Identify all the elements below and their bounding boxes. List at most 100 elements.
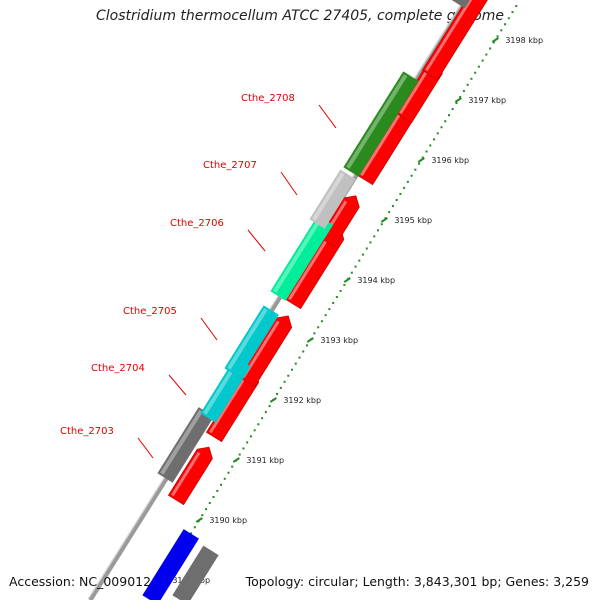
ruler-dot xyxy=(257,423,260,426)
ruler-dot xyxy=(470,77,473,80)
ruler-dot xyxy=(238,453,241,456)
ruler-dot xyxy=(414,168,417,171)
gene-block-shine xyxy=(203,359,240,415)
gene-label: Cthe_2703 xyxy=(60,426,114,437)
tick-label: 3192 kbp xyxy=(283,396,321,405)
ruler-dot xyxy=(268,405,271,408)
ruler-dot xyxy=(403,186,406,189)
gene-label: Cthe_2708 xyxy=(241,93,295,104)
ruler-dot xyxy=(477,65,480,68)
ruler-dot xyxy=(261,417,264,420)
gene-label: Cthe_2704 xyxy=(91,363,145,374)
ruler-dot xyxy=(253,429,256,432)
unlabeled-gene xyxy=(142,529,199,600)
ruler-dot xyxy=(264,411,267,414)
ruler-dot xyxy=(320,320,323,323)
ruler-dot xyxy=(324,314,327,317)
cds-arrow-shape xyxy=(318,195,360,248)
ruler-dot xyxy=(388,211,391,214)
gene-block-shine xyxy=(160,409,203,475)
tick-mark xyxy=(417,157,425,163)
ruler-dot xyxy=(507,17,510,20)
cds-arrow xyxy=(421,0,498,81)
cds-arrow-shine xyxy=(399,66,431,115)
ruler-dot xyxy=(447,114,450,117)
ruler-dot xyxy=(208,502,211,505)
ruler-dot xyxy=(332,302,335,305)
ruler-dot xyxy=(212,495,215,498)
ruler-dot xyxy=(481,59,484,62)
cds-arrow-shine xyxy=(425,0,486,72)
tick-label: 3193 kbp xyxy=(320,336,358,345)
ruler-dot xyxy=(373,235,376,238)
ruler-dot xyxy=(391,205,394,208)
ruler-dot xyxy=(339,289,342,292)
ruler-dot xyxy=(193,526,196,529)
ruler-dot xyxy=(492,41,495,44)
ruler-dot xyxy=(451,108,454,111)
cds-arrow-shine xyxy=(288,232,332,301)
ruler-dot xyxy=(283,380,286,383)
ruler-dot xyxy=(511,11,514,14)
ruler-dot xyxy=(313,332,316,335)
tick-label: 3196 kbp xyxy=(431,156,469,165)
ruler-dot xyxy=(223,477,226,480)
ruler-dot xyxy=(249,435,252,438)
ruler-dot xyxy=(294,362,297,365)
ruler-dot xyxy=(205,508,208,511)
ruler-dot xyxy=(496,35,499,38)
ruler-dot xyxy=(406,180,409,183)
ruler-dot xyxy=(500,29,503,32)
gene-block xyxy=(270,215,334,301)
label-leader xyxy=(280,171,298,196)
ruler-dot xyxy=(220,483,223,486)
ruler-dot xyxy=(365,247,368,250)
topology-summary: Topology: circular; Length: 3,843,301 bp… xyxy=(245,574,589,589)
gene-block xyxy=(309,169,356,229)
gene-block-shine xyxy=(273,217,322,293)
ruler-dot xyxy=(444,120,447,123)
gene-block xyxy=(157,407,214,483)
label-leader xyxy=(247,229,266,252)
ruler-dot xyxy=(216,489,219,492)
ruler-dot xyxy=(466,83,469,86)
ruler-dot xyxy=(227,471,230,474)
ruler-dot xyxy=(298,356,301,359)
ruler-dot xyxy=(421,156,424,159)
tick-mark xyxy=(491,37,499,43)
ruler-dot xyxy=(433,138,436,141)
ruler-dot xyxy=(358,259,361,262)
gene-block-shape xyxy=(343,71,419,177)
ruler-dot xyxy=(291,368,294,371)
gene-block-shape xyxy=(309,169,356,229)
ruler-dot xyxy=(317,326,320,329)
ruler-dot xyxy=(504,23,507,26)
cds-arrow-shine xyxy=(171,451,201,497)
ruler-dot xyxy=(380,223,383,226)
label-leader xyxy=(200,317,218,341)
ruler-dot xyxy=(246,441,249,444)
ruler-dot xyxy=(474,71,477,74)
ruler-dot xyxy=(399,192,402,195)
unlabeled-gene-shape xyxy=(172,545,219,600)
cds-arrow-shape xyxy=(421,0,498,81)
ruler-dot xyxy=(459,95,462,98)
ruler-dot xyxy=(376,229,379,232)
tick-label: 3197 kbp xyxy=(468,96,506,105)
ruler-dot xyxy=(489,47,492,50)
ruler-dot xyxy=(362,253,365,256)
unlabeled-gene-shape xyxy=(142,529,199,600)
ruler-dot xyxy=(328,308,331,311)
gene-block xyxy=(224,305,279,378)
unlabeled-gene xyxy=(172,545,219,600)
tick-label: 3198 kbp xyxy=(505,36,543,45)
ruler-dot xyxy=(242,447,245,450)
ruler-dot xyxy=(410,174,413,177)
ruler-dot xyxy=(287,374,290,377)
tick-label: 3190 kbp xyxy=(209,516,247,525)
gene-block-shine xyxy=(312,172,345,221)
cds-arrow xyxy=(167,446,213,506)
ruler-dot xyxy=(440,126,443,129)
